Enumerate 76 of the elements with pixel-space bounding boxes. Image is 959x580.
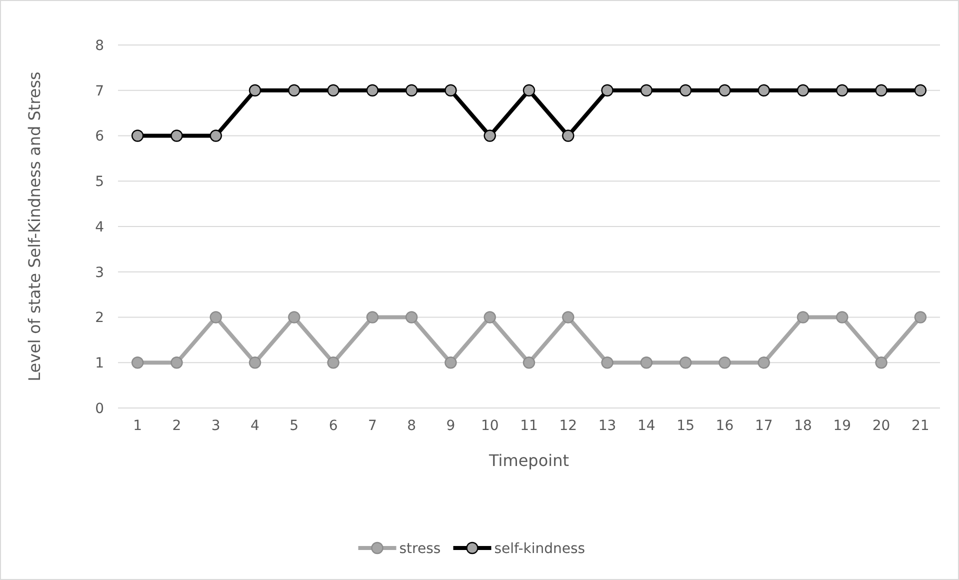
point (210, 130, 222, 142)
point (170, 130, 183, 142)
point (875, 356, 888, 369)
x-tick-label: 12 (559, 418, 578, 434)
point (131, 130, 144, 142)
y-tick-label: 8 (95, 38, 104, 54)
point (210, 311, 222, 324)
point (522, 356, 536, 369)
x-tick-label: 9 (446, 418, 456, 434)
point (796, 311, 810, 324)
point (170, 356, 183, 369)
point (288, 84, 300, 96)
point (444, 356, 457, 369)
point (562, 130, 574, 142)
x-tick-label: 8 (407, 418, 416, 434)
y-tick-label: 3 (95, 264, 104, 281)
x-tick-label: 5 (290, 418, 299, 434)
x-tick-label: 17 (754, 418, 773, 434)
y-tick-label: 5 (95, 174, 104, 190)
x-tick-label: 14 (638, 418, 656, 434)
legend-label: stress (399, 540, 441, 557)
y-axis-title: Level of state Self-Kindness and Stress (25, 72, 44, 382)
x-tick-label: 15 (676, 418, 694, 434)
point (758, 84, 770, 96)
point (836, 311, 848, 324)
x-axis-title: Timepoint (488, 451, 569, 470)
x-tick-label: 19 (833, 418, 852, 434)
point (366, 311, 379, 324)
point (405, 311, 418, 324)
point (522, 84, 536, 96)
x-tick-label: 3 (211, 418, 220, 434)
point (640, 84, 653, 96)
point (679, 84, 692, 96)
y-tick-label: 7 (95, 83, 104, 100)
point (875, 84, 888, 96)
y-tick-label: 2 (95, 310, 104, 326)
point (327, 84, 340, 96)
point (405, 84, 418, 96)
point (366, 84, 379, 96)
point (601, 84, 614, 96)
y-tick-label: 6 (95, 128, 104, 145)
point (288, 311, 300, 324)
x-tick-label: 16 (716, 418, 734, 434)
x-tick-label: 18 (794, 418, 812, 434)
x-tick-label: 11 (520, 418, 538, 434)
point (718, 356, 731, 369)
y-tick-label: 0 (95, 400, 104, 417)
legend-label: self-kindness (494, 540, 586, 557)
x-tick-label: 20 (872, 418, 890, 434)
x-tick-label: 10 (480, 418, 499, 434)
point (796, 84, 810, 96)
point (248, 356, 262, 369)
x-tick-label: 6 (328, 418, 338, 434)
y-tick-label: 1 (95, 356, 104, 372)
x-tick-label: 21 (912, 418, 930, 434)
point (836, 84, 848, 96)
point (248, 84, 262, 96)
point (679, 356, 692, 369)
x-tick-label: 7 (368, 418, 377, 434)
point (601, 356, 614, 369)
x-tick-label: 13 (598, 418, 616, 434)
point (758, 356, 770, 369)
point (914, 84, 927, 96)
point (562, 311, 574, 324)
x-tick-label: 2 (172, 418, 182, 434)
point (914, 311, 927, 324)
point (327, 356, 340, 369)
point (484, 130, 496, 142)
y-tick-label: 4 (95, 219, 104, 236)
x-tick-label: 4 (250, 418, 260, 434)
x-tick-label: 1 (133, 418, 142, 434)
point (640, 356, 653, 369)
point (444, 84, 457, 96)
point (718, 84, 731, 96)
point (484, 311, 496, 324)
point (131, 356, 144, 369)
